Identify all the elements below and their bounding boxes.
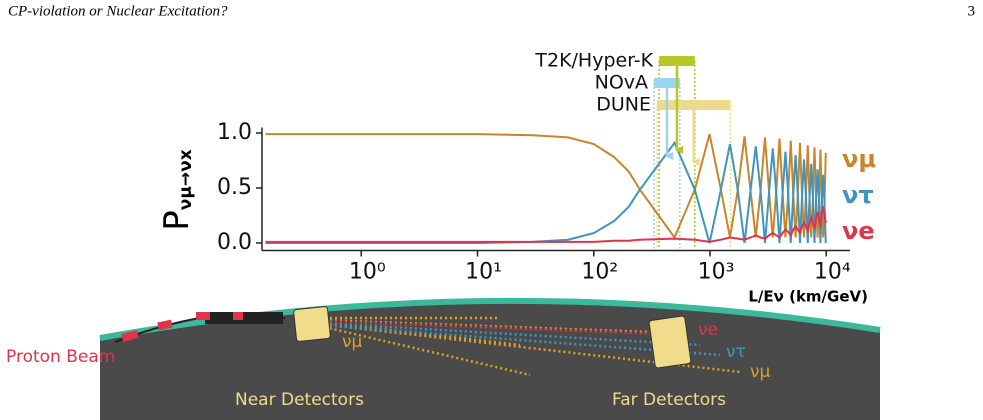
far-detector	[648, 315, 692, 369]
flavor-label: νμ	[342, 332, 362, 352]
x-tick-label: 10¹	[465, 260, 502, 285]
near-detector	[293, 306, 331, 342]
series-line	[265, 133, 827, 240]
magnet	[233, 312, 243, 320]
magnet	[157, 319, 173, 331]
flavor-label: νe	[698, 320, 718, 340]
y-tick-label: 0.5	[217, 175, 252, 200]
chart: 0.0 0.5 1.0 10⁰ 10¹ 10² 10³ 10⁴ T2K/Hyper-KNOvAD…	[217, 50, 876, 285]
x-tick-label: 10⁴	[814, 260, 851, 285]
flavor-label: ντ	[726, 342, 746, 362]
target	[205, 312, 283, 324]
magnet	[121, 330, 139, 342]
band-label: NOvA	[595, 72, 648, 94]
band	[659, 56, 695, 66]
band-label: DUNE	[596, 94, 651, 116]
series-line	[265, 140, 827, 244]
y-axis-label: Pνμ→νx	[157, 149, 197, 230]
magnet	[196, 312, 210, 320]
legend-label: νμ	[842, 145, 876, 173]
x-tick-label: 10⁰	[349, 260, 386, 285]
running-title: CP-violation or Nuclear Excitation?	[8, 3, 228, 19]
near-label: Near Detectors	[235, 390, 364, 410]
legend-label: νe	[842, 217, 875, 245]
y-tick-label: 1.0	[217, 120, 252, 145]
x-axis-label: L/Eν (km/GeV)	[748, 288, 868, 306]
page-number: 3	[968, 3, 976, 19]
x-tick-label: 10³	[698, 260, 735, 285]
neutrino-paths	[319, 316, 741, 377]
legend-label: ντ	[842, 181, 874, 209]
series-line	[265, 206, 827, 243]
beam-label: Proton Beam	[6, 347, 115, 367]
illustration: Proton Beam Near Detectors Far Detectors…	[6, 297, 881, 420]
far-label: Far Detectors	[612, 390, 726, 410]
band	[657, 100, 731, 110]
x-tick-label: 10²	[581, 260, 618, 285]
band	[654, 78, 680, 88]
y-tick-label: 0.0	[217, 230, 252, 255]
flavor-label: νμ	[750, 362, 770, 382]
band-label: T2K/Hyper-K	[534, 50, 653, 72]
